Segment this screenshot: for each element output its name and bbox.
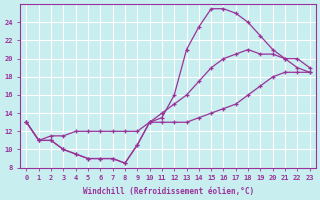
X-axis label: Windchill (Refroidissement éolien,°C): Windchill (Refroidissement éolien,°C) [83, 187, 254, 196]
